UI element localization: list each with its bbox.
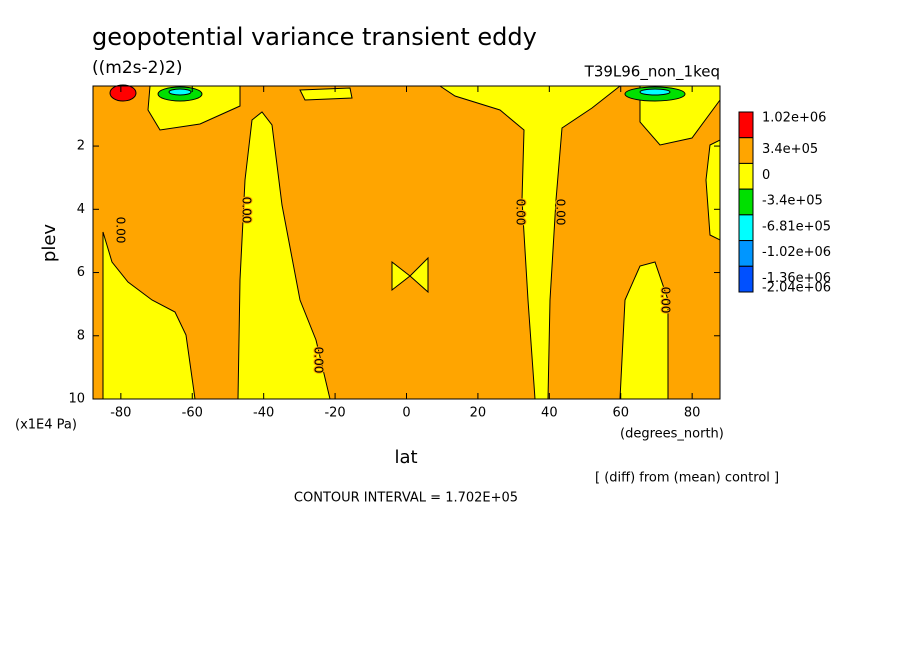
x-unit: (degrees_north) xyxy=(620,427,724,442)
colorbar-box xyxy=(738,111,754,139)
x-tick-label: -60 xyxy=(182,406,203,421)
x-tick-label: 0 xyxy=(402,406,410,421)
x-tick-label: -40 xyxy=(253,406,274,421)
y-unit: (x1E4 Pa) xyxy=(15,418,77,433)
contour-label: 0.00 xyxy=(114,217,128,244)
colorbar-box xyxy=(738,137,754,164)
colorbar-label: 0 xyxy=(762,168,770,183)
x-tick-label: 60 xyxy=(612,406,629,421)
y-tick-label: 2 xyxy=(77,139,85,154)
contour-label: 0.00 xyxy=(659,287,673,314)
contour-label: 0.00 xyxy=(240,197,254,224)
contour-label: 0.00 xyxy=(312,347,326,374)
colorbar-label: -2.04e+06 xyxy=(762,281,831,296)
field-band xyxy=(237,111,331,400)
x-tick-label: -20 xyxy=(324,406,345,421)
y-tick-label: 10 xyxy=(68,392,85,407)
colorbar-box xyxy=(738,214,754,242)
x-tick-label: 40 xyxy=(541,406,558,421)
chart-title: geopotential variance transient eddy xyxy=(92,23,537,51)
colorbar-label: 1.02e+06 xyxy=(762,111,826,126)
field-band xyxy=(109,84,137,102)
colorbar-label: 3.4e+05 xyxy=(762,142,818,157)
run-label: T39L96_non_1keq xyxy=(584,63,720,82)
field-band xyxy=(409,256,429,294)
colorbar-box xyxy=(738,240,754,267)
chart-subtitle: ((m2s-2)2) xyxy=(92,58,183,78)
y-tick-label: 8 xyxy=(77,328,85,343)
field-band xyxy=(299,87,353,101)
x-axis-label: lat xyxy=(394,447,417,468)
colorbar-box xyxy=(738,265,754,293)
field-band xyxy=(391,260,411,292)
x-tick-label: -80 xyxy=(110,406,131,421)
contour-interval: CONTOUR INTERVAL = 1.702E+05 xyxy=(294,491,518,506)
colorbar-box xyxy=(738,162,754,190)
field-band xyxy=(93,86,720,399)
contour-label: 0.00 xyxy=(514,199,528,226)
y-tick-label: 4 xyxy=(77,202,85,217)
colorbar-box xyxy=(738,188,754,216)
x-tick-label: 80 xyxy=(684,406,701,421)
y-tick-label: 6 xyxy=(77,265,85,280)
colorbar-label: -1.02e+06 xyxy=(762,245,831,260)
field-band xyxy=(168,88,192,96)
field-band xyxy=(639,88,671,96)
note: [ (diff) from (mean) control ] xyxy=(595,471,779,486)
x-tick-label: 20 xyxy=(470,406,487,421)
y-axis-label: plev xyxy=(39,224,60,263)
contour-label: 0.00 xyxy=(554,199,568,226)
colorbar-label: -1.36e+06 xyxy=(762,271,831,286)
colorbar-label: -6.81e+05 xyxy=(762,219,831,234)
colorbar-label: -3.4e+05 xyxy=(762,194,823,209)
